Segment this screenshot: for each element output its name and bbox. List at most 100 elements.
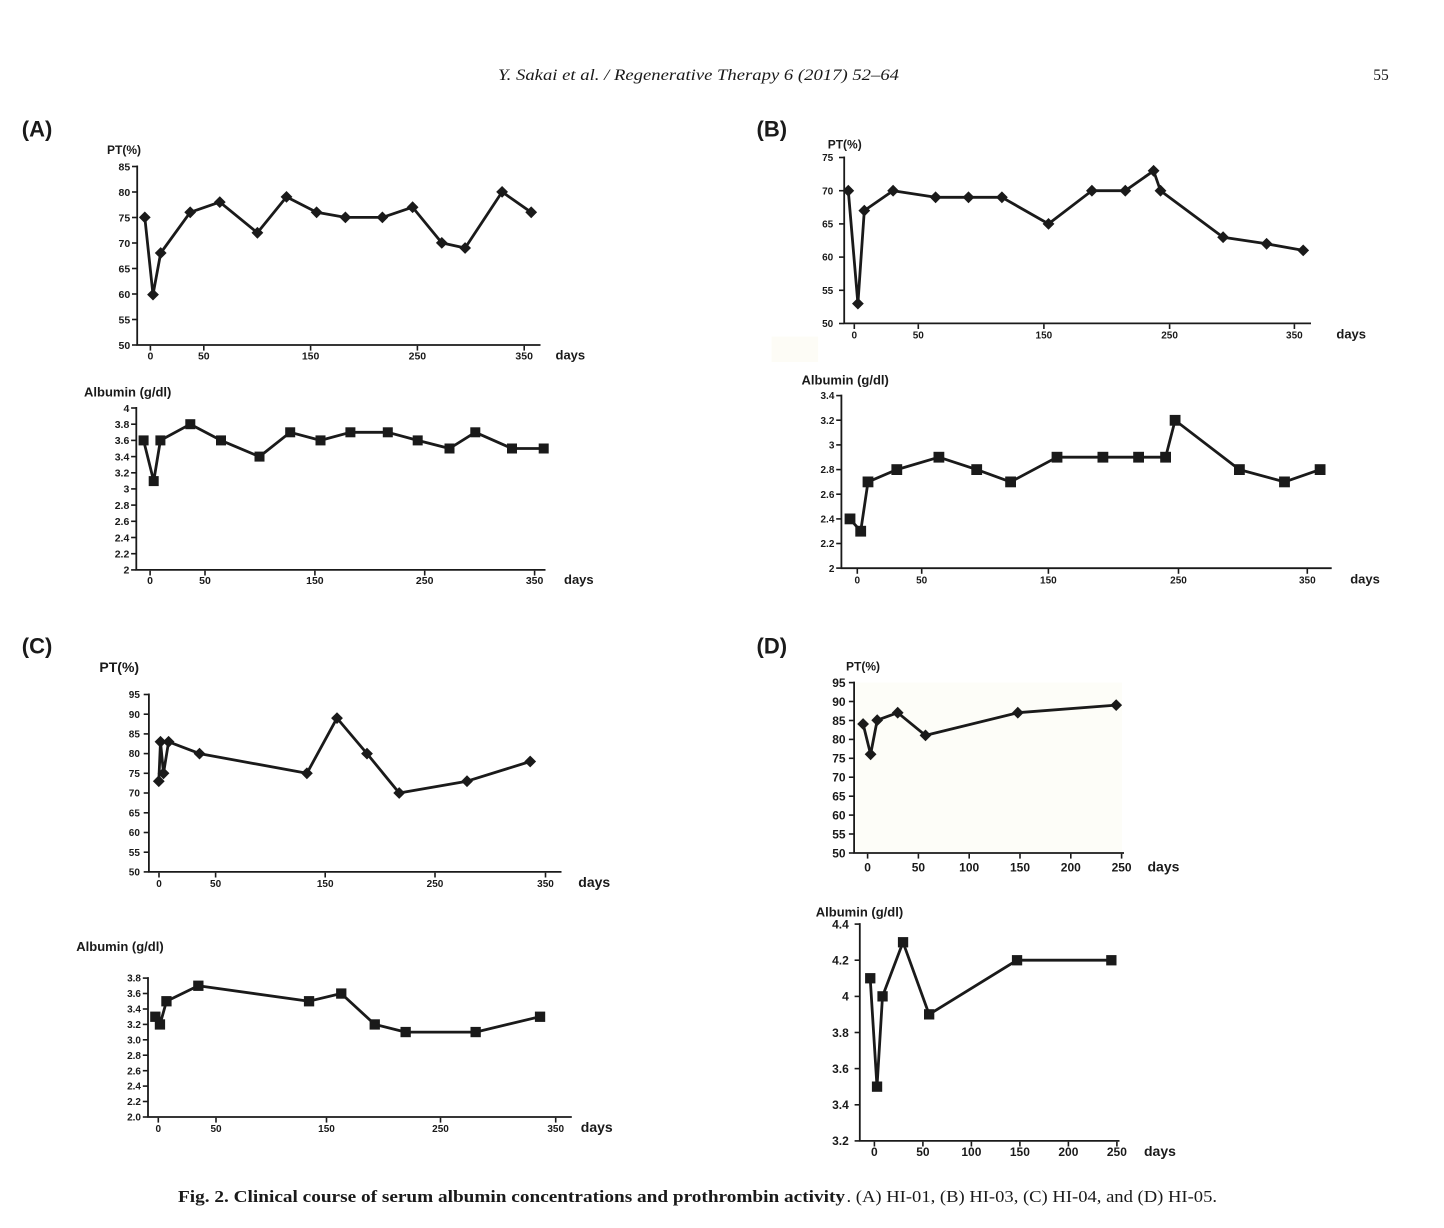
svg-text:3.2: 3.2 bbox=[115, 468, 130, 480]
svg-text:Albumin (g/dl): Albumin (g/dl) bbox=[76, 939, 163, 954]
svg-text:days: days bbox=[581, 1119, 613, 1135]
svg-text:250: 250 bbox=[409, 351, 427, 363]
svg-text:150: 150 bbox=[302, 351, 320, 363]
svg-text:2.2: 2.2 bbox=[127, 1097, 141, 1108]
svg-text:250: 250 bbox=[1112, 861, 1132, 875]
svg-text:Albumin (g/dl): Albumin (g/dl) bbox=[84, 385, 171, 400]
svg-text:350: 350 bbox=[1286, 331, 1303, 342]
svg-text:2.0: 2.0 bbox=[127, 1113, 141, 1124]
svg-text:0: 0 bbox=[147, 351, 153, 363]
svg-text:2: 2 bbox=[123, 565, 129, 577]
svg-text:50: 50 bbox=[822, 319, 834, 330]
svg-text:70: 70 bbox=[129, 789, 141, 800]
svg-text:80: 80 bbox=[129, 749, 141, 760]
svg-text:85: 85 bbox=[119, 161, 131, 173]
svg-text:55: 55 bbox=[822, 286, 834, 297]
svg-text:50: 50 bbox=[119, 340, 131, 352]
svg-text:150: 150 bbox=[1010, 861, 1030, 875]
svg-text:2.8: 2.8 bbox=[820, 465, 834, 476]
svg-text:100: 100 bbox=[959, 861, 979, 875]
svg-text:50: 50 bbox=[912, 861, 926, 875]
svg-text:4: 4 bbox=[842, 990, 849, 1004]
svg-text:50: 50 bbox=[199, 575, 211, 587]
svg-text:days: days bbox=[564, 572, 594, 587]
svg-text:PT(%): PT(%) bbox=[846, 660, 880, 674]
svg-text:90: 90 bbox=[832, 695, 846, 709]
svg-text:(B): (B) bbox=[757, 117, 788, 142]
svg-text:3.8: 3.8 bbox=[127, 974, 141, 985]
svg-text:0: 0 bbox=[864, 861, 871, 875]
svg-text:350: 350 bbox=[537, 879, 554, 890]
svg-text:3.6: 3.6 bbox=[127, 989, 141, 1000]
svg-text:0: 0 bbox=[156, 1124, 162, 1135]
svg-text:100: 100 bbox=[961, 1145, 981, 1159]
svg-text:Albumin (g/dl): Albumin (g/dl) bbox=[802, 373, 889, 388]
svg-text:2.6: 2.6 bbox=[115, 516, 130, 528]
svg-text:2.2: 2.2 bbox=[820, 539, 834, 550]
svg-text:. (A) HI-01, (B) HI-03, (C) HI: . (A) HI-01, (B) HI-03, (C) HI-04, and (… bbox=[847, 1187, 1218, 1206]
svg-text:2: 2 bbox=[829, 564, 835, 575]
svg-text:75: 75 bbox=[822, 153, 834, 164]
svg-text:4.4: 4.4 bbox=[832, 917, 849, 931]
svg-text:days: days bbox=[1350, 572, 1380, 587]
svg-text:150: 150 bbox=[1036, 331, 1053, 342]
svg-text:3.8: 3.8 bbox=[832, 1026, 849, 1040]
svg-text:65: 65 bbox=[129, 808, 141, 819]
svg-text:3.0: 3.0 bbox=[127, 1035, 141, 1046]
svg-text:4: 4 bbox=[123, 403, 129, 415]
svg-text:90: 90 bbox=[129, 710, 141, 721]
svg-text:85: 85 bbox=[129, 730, 141, 741]
svg-text:days: days bbox=[556, 348, 586, 363]
svg-text:150: 150 bbox=[1040, 576, 1057, 587]
svg-text:250: 250 bbox=[432, 1124, 449, 1135]
svg-text:75: 75 bbox=[129, 769, 141, 780]
svg-text:350: 350 bbox=[1299, 576, 1316, 587]
svg-text:60: 60 bbox=[119, 289, 131, 301]
svg-text:95: 95 bbox=[129, 690, 141, 701]
svg-text:3.4: 3.4 bbox=[820, 391, 834, 402]
svg-text:350: 350 bbox=[547, 1124, 564, 1135]
svg-text:350: 350 bbox=[515, 351, 533, 363]
svg-text:200: 200 bbox=[1058, 1145, 1078, 1159]
svg-text:4.2: 4.2 bbox=[832, 954, 849, 968]
svg-text:PT(%): PT(%) bbox=[107, 143, 141, 157]
svg-text:55: 55 bbox=[832, 827, 846, 841]
svg-text:2.2: 2.2 bbox=[115, 549, 130, 561]
svg-text:3.8: 3.8 bbox=[115, 419, 130, 431]
svg-text:150: 150 bbox=[317, 879, 334, 890]
svg-text:70: 70 bbox=[822, 186, 834, 197]
svg-text:60: 60 bbox=[129, 828, 141, 839]
svg-text:200: 200 bbox=[1061, 861, 1081, 875]
svg-text:(C): (C) bbox=[22, 634, 53, 659]
svg-text:50: 50 bbox=[198, 351, 210, 363]
svg-text:2.4: 2.4 bbox=[127, 1082, 141, 1093]
svg-text:PT(%): PT(%) bbox=[828, 138, 862, 152]
svg-text:Y. Sakai et al. / Regenerative: Y. Sakai et al. / Regenerative Therapy 6… bbox=[498, 67, 899, 84]
svg-text:75: 75 bbox=[119, 212, 131, 224]
svg-text:3: 3 bbox=[829, 441, 835, 452]
svg-text:50: 50 bbox=[832, 846, 846, 860]
svg-text:2.6: 2.6 bbox=[127, 1066, 141, 1077]
svg-text:50: 50 bbox=[210, 879, 222, 890]
svg-text:2.4: 2.4 bbox=[115, 532, 130, 544]
svg-text:70: 70 bbox=[119, 238, 131, 250]
svg-text:0: 0 bbox=[855, 576, 861, 587]
svg-text:(D): (D) bbox=[757, 634, 788, 659]
svg-text:(A): (A) bbox=[22, 117, 53, 142]
svg-text:65: 65 bbox=[832, 790, 846, 804]
svg-text:2.4: 2.4 bbox=[820, 515, 834, 526]
svg-text:days: days bbox=[578, 874, 610, 890]
svg-text:350: 350 bbox=[526, 575, 544, 587]
svg-text:70: 70 bbox=[832, 771, 846, 785]
svg-text:85: 85 bbox=[832, 714, 846, 728]
svg-text:50: 50 bbox=[916, 576, 928, 587]
svg-text:250: 250 bbox=[1107, 1145, 1127, 1159]
svg-text:60: 60 bbox=[822, 253, 834, 264]
svg-text:250: 250 bbox=[416, 575, 434, 587]
svg-text:Fig. 2. Clinical course of ser: Fig. 2. Clinical course of serum albumin… bbox=[178, 1187, 846, 1206]
svg-text:0: 0 bbox=[156, 879, 162, 890]
svg-text:250: 250 bbox=[1161, 331, 1178, 342]
svg-text:3: 3 bbox=[123, 484, 129, 496]
svg-text:PT(%): PT(%) bbox=[99, 659, 139, 675]
svg-text:75: 75 bbox=[832, 752, 846, 766]
